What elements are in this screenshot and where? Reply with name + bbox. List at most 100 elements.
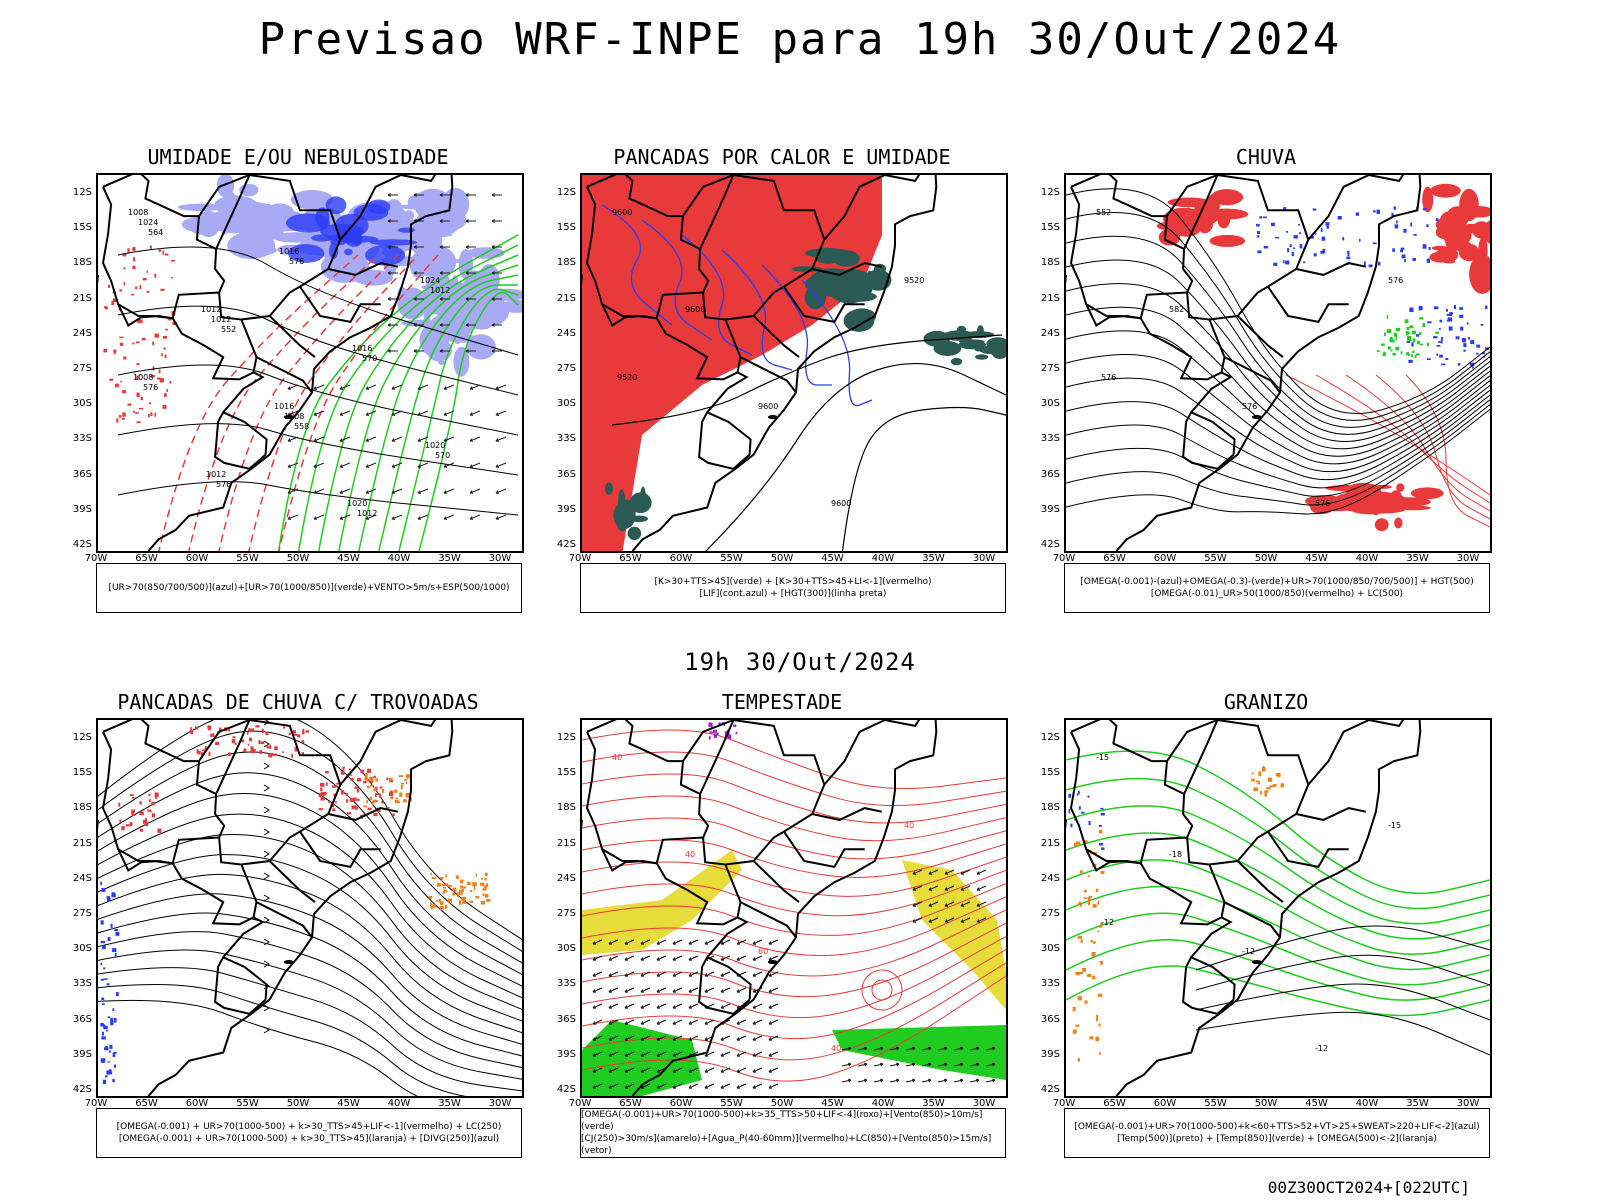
storm-red-field — [373, 812, 378, 817]
wind-vector — [365, 384, 377, 390]
thickness-contour-red — [167, 317, 172, 321]
wind-vector — [495, 384, 507, 390]
wind-vector — [592, 1005, 597, 1009]
wind-vector — [387, 245, 391, 249]
lon-tick-label: 50W — [770, 553, 794, 564]
wind-vector — [688, 1021, 693, 1025]
storm-orange-field — [372, 799, 377, 803]
storm-orange-field — [456, 892, 460, 896]
severe-purple-field — [727, 732, 730, 735]
legend-line: [UR>70(850/700/500)](azul)+[UR>70(1000/8… — [108, 583, 510, 593]
storm-orange-field — [405, 793, 410, 798]
omega-blue-field — [1460, 327, 1463, 331]
lat-tick-label: 36S — [72, 468, 92, 480]
rain-red-field — [1374, 518, 1389, 532]
wind-vector — [592, 957, 597, 961]
legend-line: [OMEGA(-0.001)+UR>70(1000-500)+k<60+TTS>… — [1074, 1122, 1480, 1132]
political-border — [268, 860, 316, 903]
contour-label: 576 — [1388, 276, 1403, 285]
wind-vector — [976, 871, 981, 875]
hgt500-contour — [1066, 404, 1490, 506]
omega-blue-field — [1291, 251, 1294, 257]
storm-orange-field — [404, 778, 408, 781]
political-border — [1182, 956, 1236, 1015]
wind-vector — [959, 1078, 964, 1083]
wind-vector — [465, 323, 469, 327]
map-canvas: 1008101210161020102410081012101610161020… — [98, 175, 522, 551]
wind-vector — [672, 1083, 683, 1089]
divergence-blue-field — [107, 1016, 111, 1019]
thickness-contour-red — [127, 248, 130, 253]
omega500-orange-field — [1095, 1036, 1099, 1042]
lc850-streamline — [582, 869, 1006, 917]
storm-orange-field — [398, 775, 404, 777]
political-border — [1236, 315, 1284, 358]
storm-red-field — [228, 752, 231, 756]
omega-blue-field — [1282, 260, 1285, 264]
wind-vector — [928, 871, 933, 875]
omega-blue-field — [1426, 224, 1429, 228]
storm-orange-field — [432, 904, 435, 906]
wind-vector — [752, 939, 763, 945]
storm-red-field — [247, 744, 250, 746]
wind-vector — [391, 462, 403, 468]
temp850-contour — [1066, 938, 1490, 1001]
map-canvas — [98, 720, 522, 1096]
humidity-low-contour — [378, 284, 518, 551]
wind-vector — [624, 955, 635, 961]
storm-orange-field — [439, 901, 444, 905]
coastline-east — [1115, 175, 1422, 551]
omega-green-field — [1393, 332, 1397, 337]
wind-vector — [672, 939, 683, 945]
wind-vector — [313, 386, 318, 390]
omega-blue-field — [1320, 227, 1323, 232]
thickness-contour-red — [132, 247, 136, 251]
lat-tick-label: 30S — [1040, 943, 1060, 955]
storm-red-field — [149, 809, 152, 813]
forecast-map: 9600 9600 9600 9600 9520 9520 — [580, 173, 1008, 553]
omega-green-field — [1412, 350, 1415, 353]
panel-title: PANCADAS DE CHUVA C/ TROVOADAS — [117, 690, 479, 714]
wind-vector — [439, 219, 443, 223]
wind-vector — [656, 1021, 661, 1025]
divergence-blue-field — [108, 1050, 111, 1053]
omega500-orange-field — [1072, 1029, 1077, 1034]
wind-vector — [495, 464, 500, 468]
omega-green-field — [1415, 353, 1420, 356]
contour-label: 60 — [758, 947, 768, 956]
political-border — [811, 262, 883, 276]
storm-orange-field — [445, 874, 447, 878]
wind-vector — [640, 1019, 651, 1025]
lat-tick-label: 12S — [1040, 187, 1060, 198]
wind-vector — [443, 462, 455, 468]
hail-blue-field — [1087, 795, 1090, 798]
wind-vector — [495, 490, 500, 494]
storm-orange-field — [484, 878, 487, 881]
political-border — [256, 356, 313, 394]
hail-blue-field — [1098, 825, 1102, 827]
isobar — [117, 246, 519, 356]
thickness-contour-red — [103, 306, 108, 308]
lat-tick-label: 42S — [556, 539, 576, 550]
lon-tick-label: 70W — [568, 553, 592, 564]
legend-line: [K>30+TTS>45](verde) + [K>30+TTS>45+LI<-… — [654, 577, 932, 587]
storm-red-field — [301, 731, 305, 735]
omega-blue-field — [1283, 207, 1287, 210]
wind-vector — [608, 1005, 613, 1009]
lat-tick-label: 18S — [556, 257, 576, 269]
lat-tick-label: 33S — [556, 433, 576, 445]
omega500-orange-field — [1280, 783, 1285, 788]
wind-vector — [672, 1003, 683, 1009]
lat-tick-label: 12S — [556, 732, 576, 743]
divergence-blue-field — [109, 1044, 113, 1049]
thickness-contour-red — [123, 282, 126, 286]
wind-vector — [905, 1079, 916, 1083]
political-border — [171, 837, 258, 926]
wind-vector — [469, 410, 481, 416]
wind-vector — [752, 1067, 763, 1073]
omega500-orange-field — [1090, 939, 1093, 943]
thickness-contour-red — [163, 335, 167, 339]
storm-red-field — [346, 792, 348, 796]
storm-red-field — [243, 748, 247, 752]
political-border — [1183, 175, 1219, 250]
